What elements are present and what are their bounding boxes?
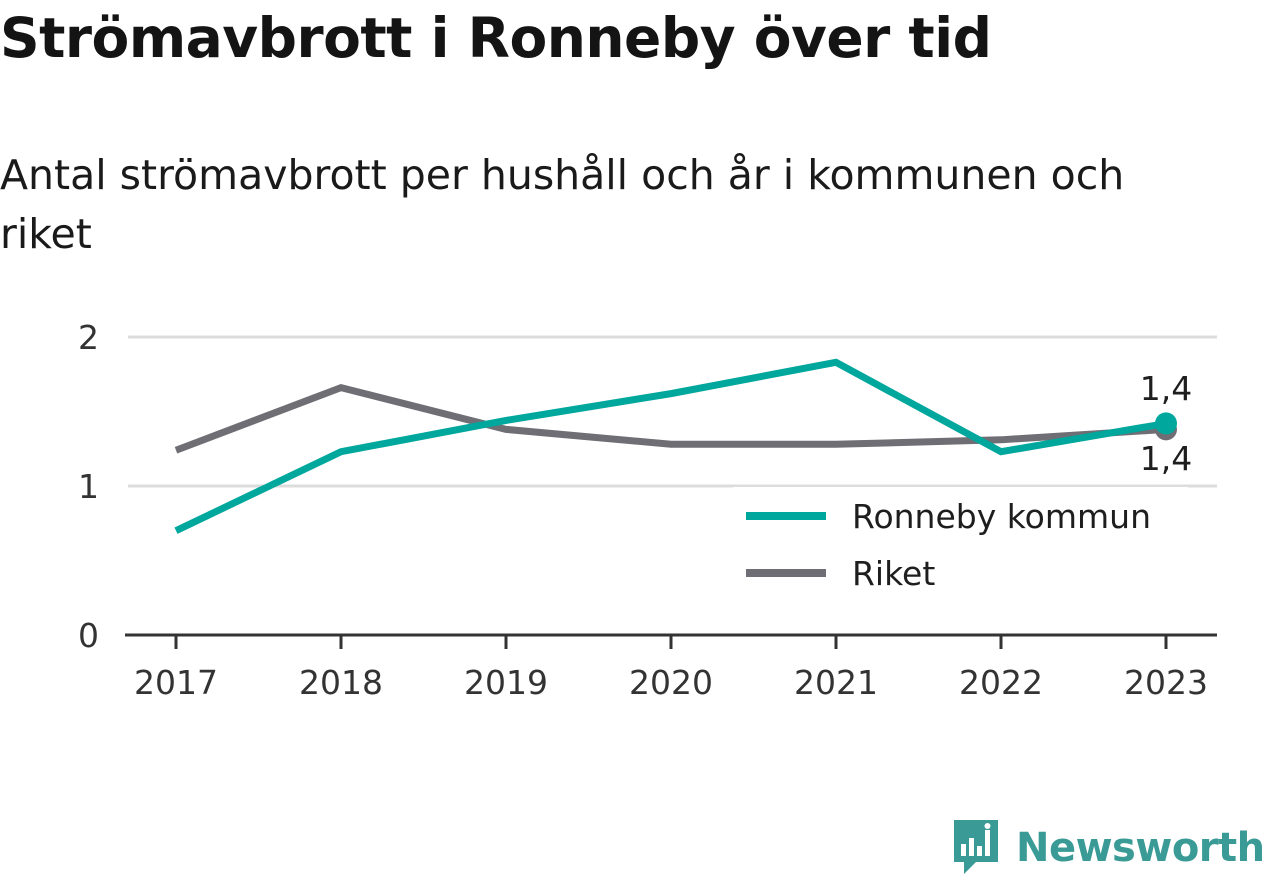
newsworthy-logo-icon (950, 816, 1002, 880)
x-tick-label: 2017 (134, 663, 218, 702)
x-tick-label: 2023 (1124, 663, 1208, 702)
legend: Ronneby kommun Riket (733, 487, 1188, 612)
chart-title: Strömavbrott i Ronneby över tid (0, 6, 992, 70)
brand-name: Newsworthy (1016, 825, 1262, 871)
chart-subtitle: Antal strömavbrott per hushåll och år i … (0, 151, 1125, 258)
end-labels: 1,4 1,4 (1140, 369, 1192, 478)
legend-background (733, 487, 1188, 612)
brand-logo: Newsworthy (950, 818, 1262, 878)
x-tick-label: 2020 (629, 663, 713, 702)
y-tick-label: 2 (78, 318, 99, 357)
gridlines (128, 335, 1217, 488)
series-line (174, 383, 1167, 454)
series-lines (174, 358, 1177, 534)
end-value-label: 1,4 (1140, 369, 1192, 408)
y-tick-label: 1 (78, 467, 99, 506)
x-axis-ticks: 2017 2018 2019 2020 2021 2022 2023 (134, 635, 1208, 702)
x-tick-label: 2022 (959, 663, 1043, 702)
y-axis-ticks: 0 1 2 (78, 318, 99, 655)
x-tick-label: 2018 (299, 663, 383, 702)
end-value-label: 1,4 (1140, 439, 1192, 478)
series-line (174, 358, 1167, 534)
y-tick-label: 0 (78, 616, 99, 655)
x-tick-label: 2019 (464, 663, 548, 702)
x-tick-label: 2021 (794, 663, 878, 702)
legend-label: Riket (852, 554, 935, 593)
legend-label: Ronneby kommun (852, 497, 1151, 536)
series-end-point (1155, 412, 1177, 435)
